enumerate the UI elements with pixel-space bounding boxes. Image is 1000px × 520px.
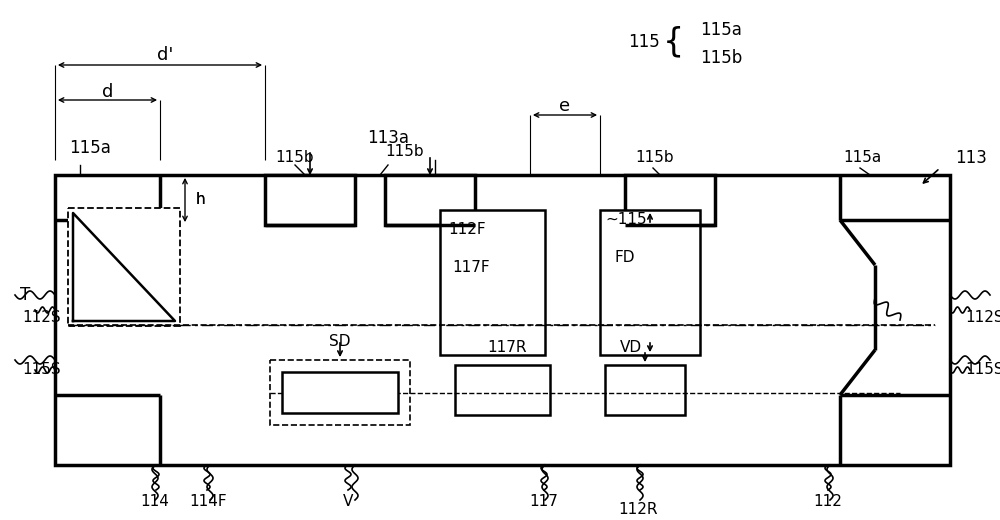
Text: 117R: 117R [487, 340, 526, 355]
Text: SD: SD [329, 334, 351, 349]
Text: 115S: 115S [965, 362, 1000, 378]
Bar [68, 208, 180, 326]
Bar [440, 210, 545, 355]
Text: 113: 113 [955, 149, 987, 167]
Text: ~115: ~115 [605, 213, 647, 228]
Text: 115a: 115a [700, 21, 742, 39]
Polygon shape [73, 213, 175, 321]
Text: 115b: 115b [386, 145, 424, 160]
Text: 114F: 114F [189, 495, 227, 510]
Text: 112F: 112F [448, 223, 486, 238]
Text: 115a: 115a [69, 139, 111, 157]
Text: 112S: 112S [22, 310, 61, 326]
Text: 112S: 112S [965, 310, 1000, 326]
Text: α: α [140, 291, 150, 309]
Bar [55, 175, 950, 465]
Text: 117: 117 [530, 495, 558, 510]
Text: 115S: 115S [22, 362, 61, 378]
Text: h: h [195, 192, 205, 207]
Bar [265, 175, 355, 225]
Text: h: h [196, 192, 206, 207]
Text: 114: 114 [141, 495, 169, 510]
Text: 115b: 115b [700, 49, 742, 67]
Text: 115b: 115b [276, 150, 314, 165]
Text: e: e [559, 97, 571, 115]
Text: T: T [20, 286, 30, 304]
Bar [282, 372, 398, 413]
Bar [270, 360, 410, 425]
Text: {: { [663, 25, 684, 58]
Text: 112R: 112R [618, 502, 658, 517]
Text: FD: FD [615, 251, 636, 266]
Text: 113a: 113a [367, 129, 409, 147]
Text: 117F: 117F [452, 261, 490, 276]
Bar [455, 365, 550, 415]
Bar [605, 365, 685, 415]
Text: 115: 115 [628, 33, 660, 51]
Bar [600, 210, 700, 355]
Text: VD: VD [620, 340, 642, 355]
Bar [385, 175, 475, 225]
Bar [625, 175, 715, 225]
Text: 112: 112 [814, 495, 842, 510]
Text: d': d' [157, 46, 173, 64]
Text: V: V [343, 495, 353, 510]
Text: 115a: 115a [843, 150, 881, 165]
Text: d: d [102, 83, 114, 101]
Text: 115b: 115b [636, 150, 674, 165]
